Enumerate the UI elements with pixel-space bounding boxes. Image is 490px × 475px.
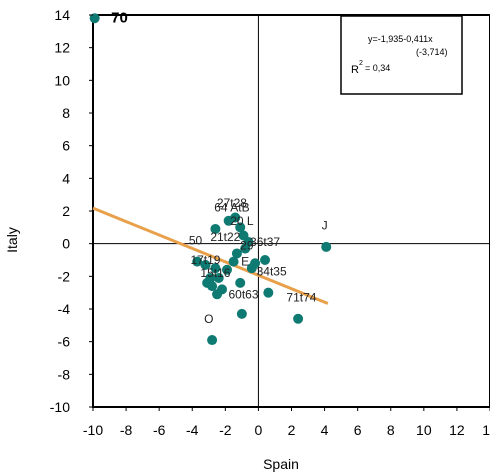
point-label: 27t28 [217,196,247,210]
x-axis-ticks: -10 -8 -6 -4 -2 0 2 4 6 8 10 12 14 [83,407,490,438]
y-axis-ticks: -10 -8 -6 -4 -2 0 2 4 6 8 10 12 14 [50,7,93,415]
x-tick-label: 8 [387,422,395,438]
data-point [260,255,271,265]
point-label: 34t35 [257,264,287,278]
y-tick-label: -10 [50,399,70,415]
r2-exponent: 2 [359,60,363,67]
point-label: 29 [240,238,254,252]
y-tick-label: 6 [62,138,70,154]
point-label: J [322,219,328,233]
data-point [207,281,218,292]
r2-value: = 0,34 [365,63,390,73]
r2-symbol: R [351,64,359,76]
equation-text: y=-1,935-0,411x [368,34,433,44]
x-tick-label: 14 [482,422,490,438]
data-point [212,289,223,300]
y-tick-label: -6 [58,334,71,350]
point-label: O [204,312,213,326]
data-point [235,277,246,288]
data-point [213,272,224,283]
data-point [231,248,242,259]
y-tick-label: 2 [62,203,70,219]
point-label: 71t74 [286,291,316,305]
data-point [235,222,246,233]
x-tick-label: -4 [186,422,199,438]
data-point [240,243,251,254]
regression-line [92,206,329,305]
point-label: 21t22 [210,230,240,244]
x-tick-label: -2 [219,422,232,438]
point-label: 60t63 [229,287,259,301]
point-label: 36t37 [250,235,280,249]
y-tick-label: -8 [58,366,71,382]
point-label: 50 [189,233,203,247]
equation-paren: (-3,714) [416,47,448,57]
x-tick-label: -8 [120,422,133,438]
data-point [210,263,221,274]
data-point [200,259,211,270]
y-tick-label: 10 [54,72,70,88]
regression-equation-box: y=-1,935-0,411x (-3,714) R 2 = 0,34 [340,15,463,95]
data-point [210,223,221,234]
x-tick-label: -10 [83,422,103,438]
y-tick-label: -2 [58,268,71,284]
x-axis-title: Spain [263,456,299,472]
x-tick-label: 10 [416,422,432,438]
y-axis-title: Italy [4,227,20,253]
x-tick-label: 0 [255,422,263,438]
data-points [89,13,332,346]
y-tick-label: 0 [62,236,70,252]
data-point [236,308,247,319]
x-tick-label: 4 [321,422,329,438]
point-label: 15t16 [200,266,230,280]
y-tick-label: 12 [54,40,70,56]
data-point [192,256,203,267]
data-point [228,256,239,267]
y-tick-label: -4 [58,301,71,317]
y-tick-label: 14 [54,7,70,23]
zero-axes [93,15,490,407]
x-tick-label: 2 [288,422,296,438]
data-point [321,241,332,252]
regression-line-segment [92,206,329,305]
point-label: 20 L [230,214,254,228]
x-tick-label: 12 [449,422,465,438]
data-point [89,13,100,24]
x-tick-label: 6 [354,422,362,438]
point-label: 17t19 [190,253,220,267]
data-point [207,335,218,346]
x-tick-label: -6 [153,422,166,438]
data-point [263,287,274,298]
data-point [230,212,241,223]
y-tick-label: 4 [62,170,70,186]
data-point [293,313,304,324]
data-point [221,264,232,275]
point-label: 70 [111,9,128,26]
data-point [246,263,257,274]
y-tick-label: 8 [62,105,70,121]
point-label: E [241,255,249,269]
point-label: 64 AtB [214,201,249,215]
